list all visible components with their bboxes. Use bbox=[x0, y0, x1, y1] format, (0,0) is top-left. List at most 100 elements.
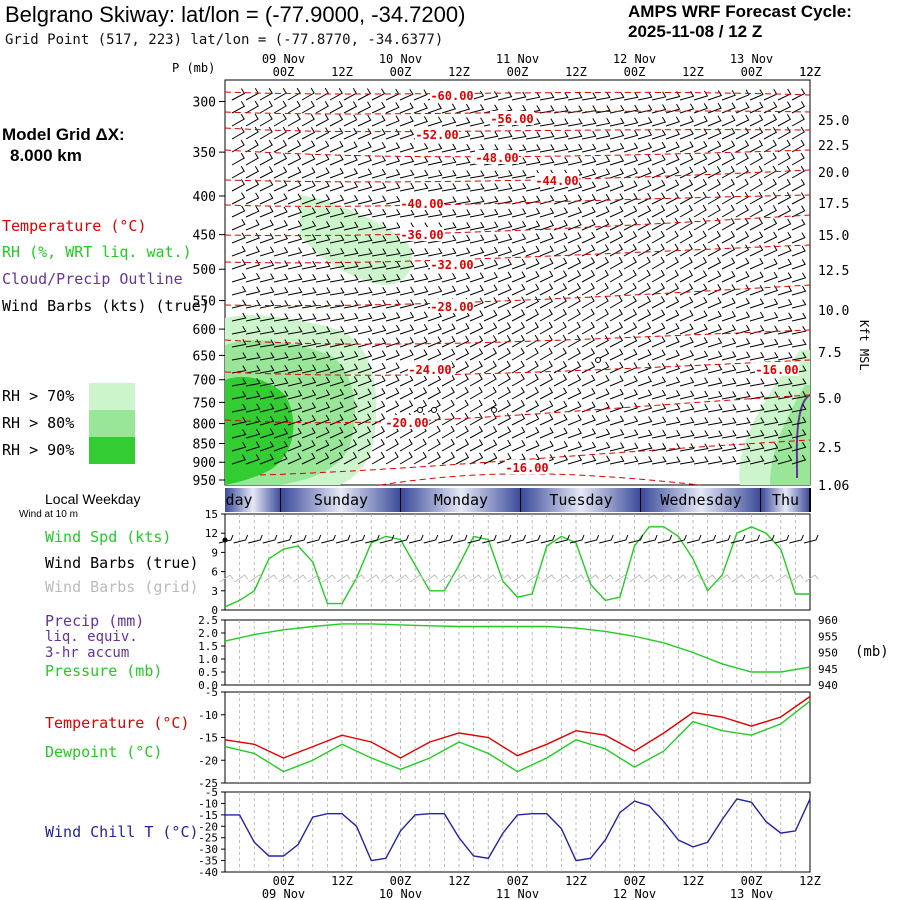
wind-barb bbox=[469, 322, 484, 335]
wind-barb bbox=[525, 400, 540, 413]
wind-barb bbox=[693, 204, 707, 218]
wind-barb bbox=[623, 205, 638, 218]
isotherm-label: -56.00 bbox=[490, 112, 533, 126]
pressure-tick-label: 750 bbox=[193, 396, 216, 411]
legend-cloud: Cloud/Precip Outline bbox=[2, 270, 183, 288]
wind-barb bbox=[455, 285, 471, 296]
wind-barb bbox=[329, 338, 345, 348]
wind-barb bbox=[301, 113, 315, 127]
wind-barb bbox=[469, 412, 483, 426]
wind-barb bbox=[791, 245, 806, 257]
pressure-tick-label: 550 bbox=[193, 295, 216, 310]
wind-barb bbox=[273, 246, 289, 257]
wind-barb bbox=[357, 235, 373, 244]
wind-barb bbox=[357, 439, 371, 452]
wind-barb bbox=[273, 260, 289, 270]
wind-barb bbox=[735, 338, 751, 348]
wind-barb bbox=[567, 414, 582, 426]
wind-barb bbox=[567, 347, 581, 361]
wind-barb bbox=[777, 285, 793, 296]
wind-barb bbox=[497, 322, 512, 335]
wind-barb bbox=[301, 127, 316, 140]
wind-barb bbox=[623, 362, 638, 374]
bottom-time-label: 12Z bbox=[448, 874, 470, 888]
wind-barb bbox=[665, 296, 680, 309]
wind-barb bbox=[763, 205, 777, 218]
wind-barb bbox=[329, 274, 345, 283]
wind-barb bbox=[385, 400, 400, 413]
wind-barb bbox=[693, 115, 708, 127]
wind-barb bbox=[651, 349, 666, 361]
wind-barb bbox=[749, 404, 765, 413]
wind-barb bbox=[735, 364, 751, 374]
wind-barb bbox=[413, 451, 427, 465]
legend-temperature-2m: Temperature (°C) bbox=[45, 714, 190, 732]
wind-barb bbox=[777, 272, 792, 283]
weekday-label: Wednesday bbox=[660, 491, 741, 509]
wind-barb bbox=[483, 412, 497, 426]
wind-barb bbox=[553, 257, 568, 270]
grid-wind-barb bbox=[365, 574, 380, 583]
surface-wind-barb bbox=[218, 534, 234, 544]
wind-barb bbox=[637, 218, 651, 231]
wind-barb bbox=[259, 339, 275, 348]
wind-barb bbox=[609, 143, 625, 153]
wind-barb bbox=[343, 114, 358, 127]
bottom-date-label: 13 Nov bbox=[730, 887, 773, 900]
surface-wind-barb bbox=[643, 534, 658, 544]
wind-barb bbox=[259, 166, 274, 179]
wind-barb bbox=[791, 152, 805, 166]
bottom-time-label: 00Z bbox=[390, 874, 412, 888]
wind-barb bbox=[315, 402, 330, 413]
kft-tick-label: 2.5 bbox=[818, 441, 841, 456]
wind-barb bbox=[455, 373, 469, 387]
wind-barb bbox=[427, 183, 443, 192]
wind-barb bbox=[749, 152, 763, 166]
wind-barb bbox=[511, 296, 526, 309]
wind-barb bbox=[623, 104, 639, 114]
wind-barb bbox=[777, 101, 792, 114]
wind-barb bbox=[553, 441, 568, 452]
wind-barb bbox=[553, 207, 569, 218]
y-tick-label: 12 bbox=[205, 527, 218, 540]
isotherm-line bbox=[224, 169, 811, 183]
rh70-swatch bbox=[89, 383, 135, 410]
wind-barb bbox=[651, 269, 665, 283]
wind-barb bbox=[441, 196, 457, 205]
grid-wind-barb bbox=[380, 574, 395, 583]
wind-barb bbox=[469, 360, 483, 374]
grid-wind-barb bbox=[307, 574, 322, 583]
wind-barb bbox=[595, 218, 610, 231]
grid-wind-barb bbox=[629, 574, 643, 583]
wind-barb bbox=[413, 169, 429, 179]
wind-barb bbox=[287, 166, 302, 179]
surface-wind-barb bbox=[496, 534, 512, 544]
wind-barb bbox=[343, 413, 358, 426]
isotherm-label-bg bbox=[400, 227, 444, 241]
wind-barb bbox=[287, 390, 303, 400]
wind-barb bbox=[329, 234, 345, 244]
wind-barb bbox=[735, 231, 750, 244]
wind-barb bbox=[371, 337, 387, 348]
pressure-line bbox=[224, 623, 811, 673]
pressure-tick-label: 500 bbox=[193, 263, 216, 278]
wind-barb bbox=[637, 322, 652, 335]
wind-barb bbox=[623, 231, 637, 244]
wind-barb bbox=[539, 118, 555, 127]
wind-barb bbox=[301, 274, 317, 283]
top-date-label: 13 Nov bbox=[730, 52, 773, 66]
wind-barb bbox=[511, 440, 526, 452]
wind-barb bbox=[623, 193, 638, 205]
wind-barb bbox=[651, 362, 666, 374]
surface-wind-barb bbox=[716, 534, 731, 544]
wind-barb bbox=[777, 218, 792, 231]
wind-barb bbox=[553, 321, 567, 335]
grid-wind-barb bbox=[468, 574, 483, 583]
wind-barb bbox=[427, 143, 443, 153]
wind-barb bbox=[329, 426, 344, 439]
wind-barb bbox=[399, 324, 415, 335]
wind-barb bbox=[609, 231, 624, 244]
wind-barb bbox=[763, 127, 777, 140]
isotherm-label-bg bbox=[408, 362, 452, 376]
wind-barb bbox=[763, 429, 779, 439]
